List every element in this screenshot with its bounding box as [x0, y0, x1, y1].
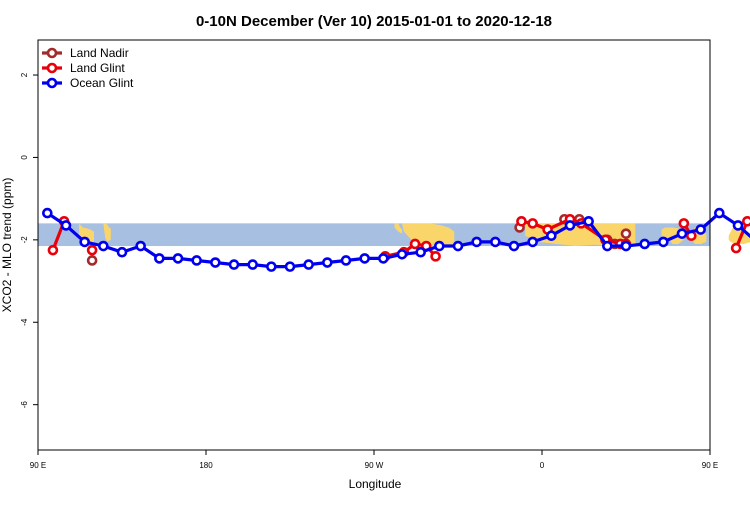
series-2-point — [620, 240, 632, 252]
series-1-point — [47, 244, 59, 256]
series-2-point — [564, 220, 576, 231]
series-2-point — [452, 240, 464, 252]
series-0-point — [620, 228, 632, 239]
y-tick-label-2: -2 — [20, 236, 29, 244]
series-1-point — [516, 216, 527, 227]
chart-title: 0-10N December (Ver 10) 2015-01-01 to 20… — [196, 13, 552, 30]
x-axis-label: Longitude — [349, 477, 402, 491]
series-2-point — [116, 246, 128, 258]
series-2-point — [79, 236, 90, 248]
series-2-point — [695, 224, 706, 235]
series-2-point — [732, 220, 744, 231]
y-tick-label-1: 0 — [20, 155, 29, 160]
series-2-point — [42, 207, 53, 219]
series-2-point — [639, 238, 650, 250]
series-1-point — [742, 216, 750, 227]
series-2-point — [98, 240, 109, 252]
series-1-point — [430, 251, 441, 262]
x-tick-label-3: 0 — [540, 461, 545, 470]
series-2-point — [546, 230, 557, 242]
series-2-point — [583, 216, 594, 227]
x-tick-label-0: 90 E — [30, 461, 46, 470]
series-2-point — [247, 259, 258, 270]
series-2-point — [303, 259, 314, 270]
legend-label-0: Land Nadir — [70, 46, 129, 60]
land-shape-7 — [728, 227, 750, 244]
legend-item-0: Land Nadir — [42, 46, 129, 60]
series-2-point — [676, 228, 688, 239]
legend-swatch-marker-0 — [46, 47, 58, 59]
legend-label-2: Ocean Glint — [70, 76, 134, 90]
series-2-point — [210, 257, 221, 268]
series-1-point — [678, 218, 690, 229]
series-2-point — [658, 236, 669, 248]
x-tick-label-1: 180 — [199, 461, 213, 470]
series-1-point — [86, 244, 98, 256]
land-shape-1 — [103, 223, 111, 242]
series-1-point — [527, 218, 538, 229]
land-shape-2 — [394, 223, 402, 234]
series-2-point — [434, 240, 445, 252]
series-2-point — [172, 253, 184, 264]
series-2-point — [154, 253, 165, 264]
series-2 — [42, 207, 750, 272]
series-2-point — [471, 236, 482, 248]
series-2-point — [396, 248, 408, 260]
series-2-point — [527, 236, 538, 248]
series-2-point — [490, 236, 501, 248]
legend-swatch-marker-2 — [46, 77, 58, 89]
y-axis-label: XCO2 - MLO trend (ppm) — [0, 178, 14, 313]
y-tick-label-4: -6 — [20, 401, 29, 409]
series-2-point — [284, 261, 296, 272]
series-2-point — [359, 253, 370, 264]
legend-swatch-marker-1 — [46, 62, 58, 74]
x-tick-label-4: 90 E — [702, 461, 718, 470]
legend-item-1: Land Glint — [42, 61, 125, 75]
series-2-point — [714, 207, 725, 219]
series-layer — [42, 207, 750, 272]
series-2-point — [508, 240, 520, 252]
axes-layer: 2 0 -2 -4 -6 90 E 180 90 W 0 90 E — [20, 39, 718, 470]
series-2-point — [60, 220, 72, 231]
series-2-point — [228, 259, 240, 270]
y-tick-label-3: -4 — [20, 318, 29, 326]
series-2-point — [191, 255, 202, 266]
series-1-point — [409, 238, 421, 250]
legend-item-2: Ocean Glint — [42, 76, 134, 90]
series-2-point — [135, 240, 146, 252]
series-2-point — [415, 246, 426, 258]
series-0-point — [86, 255, 98, 266]
series-2-point — [266, 261, 277, 272]
series-2-point — [322, 257, 333, 268]
series-2-point — [602, 240, 613, 252]
x-tick-label-2: 90 W — [365, 461, 384, 470]
series-2-point — [340, 255, 352, 266]
y-tick-label-0: 2 — [20, 72, 29, 77]
series-2-point — [378, 253, 389, 264]
series-2-line-0 — [46, 211, 750, 269]
legend-label-1: Land Glint — [70, 61, 125, 75]
series-1-point — [730, 242, 742, 254]
